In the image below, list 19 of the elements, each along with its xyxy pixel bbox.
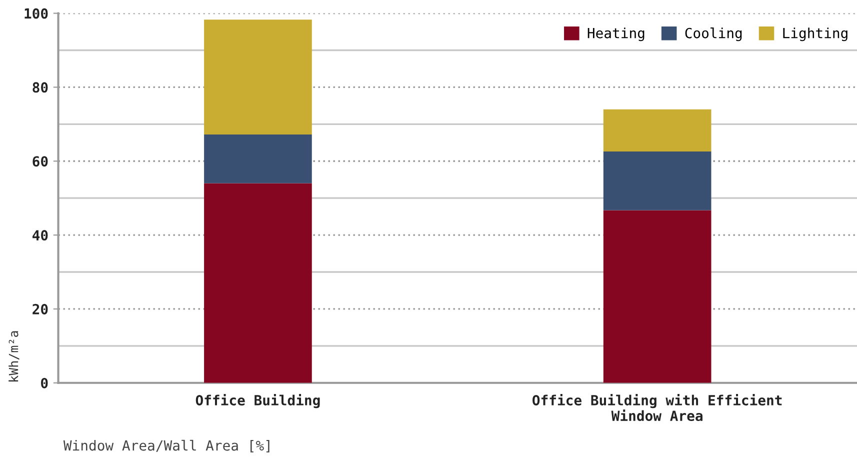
y-tick-label: 0: [41, 378, 48, 388]
y-tick-label: 80: [32, 82, 48, 93]
y-tick-label: 40: [32, 230, 48, 241]
y-tick-label: 100: [24, 8, 48, 19]
y-tick-label: 20: [32, 304, 48, 314]
x-axis-title: Window Area/Wall Area [%]: [63, 440, 270, 452]
legend-label: Heating: [588, 28, 644, 42]
legend-label: Lighting: [783, 28, 848, 42]
y-axis-title: kWh/m²a: [8, 331, 20, 382]
legend-label: Cooling: [685, 28, 742, 42]
bar: [603, 152, 712, 210]
bar: [603, 109, 712, 152]
x-tick-label: Office Building with Efficient Window Area: [532, 394, 782, 422]
bar: [204, 183, 312, 383]
y-tick-label: 60: [32, 156, 48, 167]
bar: [603, 210, 712, 383]
x-tick-label: Office Building: [196, 394, 320, 408]
bar: [204, 20, 312, 135]
bar: [204, 134, 312, 184]
